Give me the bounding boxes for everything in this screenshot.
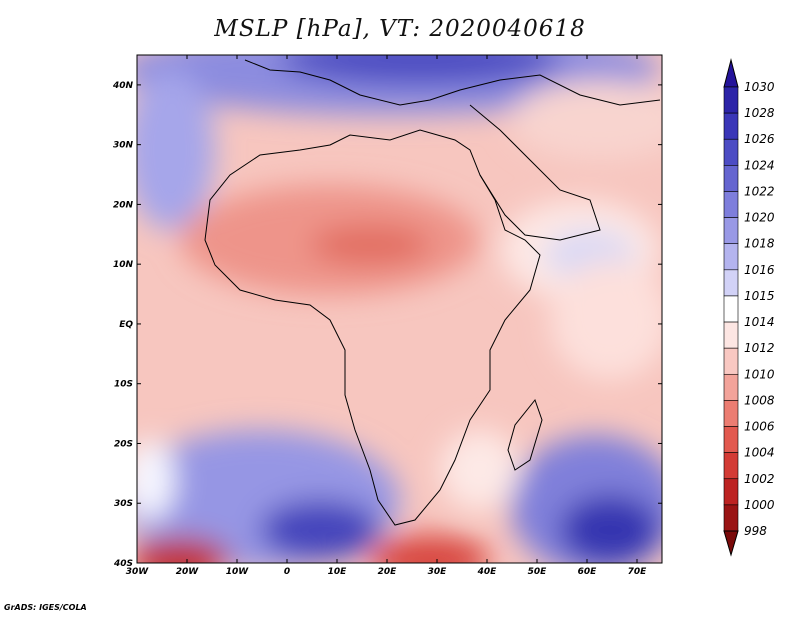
colorbar-label: 1015 bbox=[744, 289, 775, 303]
lat-tick-label: 40N bbox=[112, 81, 134, 91]
colorbar-swatch bbox=[723, 138, 739, 166]
africa-coastline bbox=[204, 129, 541, 526]
arabia-coastline bbox=[469, 104, 601, 241]
colorbar-label: 1012 bbox=[744, 341, 775, 355]
lon-tick-label: 40E bbox=[477, 567, 498, 577]
longitude-labels: 30W 20W 10W 0 10E 20E 30E 40E 50E 60E 70E bbox=[126, 567, 647, 577]
lat-tick-label: 40S bbox=[113, 559, 133, 569]
colorbar-label: 1006 bbox=[744, 420, 775, 434]
colorbar-label: 1020 bbox=[744, 211, 775, 225]
colorbar: 1030 1028 1026 1024 1022 1020 1018 1016 1015 1014… bbox=[723, 58, 775, 557]
lat-tick-label: 20N bbox=[113, 200, 134, 210]
colorbar-swatch bbox=[723, 373, 739, 401]
colorbar-label: 1000 bbox=[744, 498, 775, 512]
colorbar-swatch bbox=[723, 478, 739, 506]
grads-credit: GrADS: IGES/COLA bbox=[4, 603, 87, 612]
colorbar-label: 1010 bbox=[744, 367, 775, 381]
colorbar-label: 1024 bbox=[744, 158, 775, 172]
colorbar-swatch bbox=[723, 217, 739, 245]
lon-tick-label: 20W bbox=[176, 567, 200, 577]
colorbar-swatch bbox=[723, 86, 739, 114]
colorbar-label: 1026 bbox=[744, 132, 775, 146]
colorbar-swatch bbox=[723, 321, 739, 349]
madagascar-coastline bbox=[507, 398, 543, 471]
colorbar-swatch bbox=[723, 243, 739, 271]
colorbar-swatch bbox=[723, 112, 739, 140]
colorbar-label: 1018 bbox=[744, 237, 775, 251]
lon-tick-label: 60E bbox=[578, 567, 598, 577]
europe-coastline bbox=[244, 59, 661, 106]
colorbar-label: 1022 bbox=[744, 184, 775, 198]
chart-title: MSLP [hPa], VT: 2020040618 bbox=[214, 16, 586, 42]
latitude-labels: 40N 30N 20N 10N EQ 10S 20S 30S 40S bbox=[112, 81, 134, 569]
plot-frame bbox=[136, 54, 663, 564]
lon-tick-label: 20E bbox=[378, 567, 398, 577]
colorbar-swatch bbox=[723, 504, 739, 532]
lat-tick-label: 20S bbox=[114, 439, 133, 449]
colorbar-label: 1002 bbox=[744, 472, 775, 486]
colorbar-swatch bbox=[723, 165, 739, 192]
lat-tick-label: 10S bbox=[114, 380, 133, 390]
lon-tick-label: 0 bbox=[284, 567, 290, 577]
colorbar-swatch bbox=[723, 452, 739, 480]
colorbar-top-arrow bbox=[723, 58, 739, 88]
lat-tick-label: 10N bbox=[113, 260, 134, 270]
axis-ticks bbox=[136, 55, 662, 564]
colorbar-label: 1014 bbox=[744, 315, 775, 329]
colorbar-swatch bbox=[723, 347, 739, 375]
colorbar-swatch bbox=[723, 269, 739, 297]
colorbar-label: 1030 bbox=[744, 80, 775, 94]
lat-tick-label: 30S bbox=[114, 499, 133, 509]
lon-tick-label: 50E bbox=[528, 567, 548, 577]
lon-tick-label: 10E bbox=[328, 567, 348, 577]
colorbar-label: 1028 bbox=[744, 106, 775, 120]
lon-tick-label: 70E bbox=[628, 567, 648, 577]
colorbar-swatch bbox=[723, 400, 739, 427]
lon-tick-label: 30W bbox=[126, 567, 150, 577]
lon-tick-label: 10W bbox=[226, 567, 250, 577]
lat-tick-label: EQ bbox=[119, 320, 133, 330]
lat-tick-label: 30N bbox=[113, 141, 134, 151]
lon-tick-label: 30E bbox=[428, 567, 448, 577]
colorbar-swatch bbox=[723, 426, 739, 453]
colorbar-label: 998 bbox=[744, 524, 767, 538]
colorbar-label: 1004 bbox=[744, 446, 775, 460]
colorbar-swatch bbox=[723, 295, 739, 323]
colorbar-label: 1008 bbox=[744, 393, 775, 407]
colorbar-label: 1016 bbox=[744, 263, 775, 277]
colorbar-swatch bbox=[723, 191, 739, 218]
colorbar-bottom-arrow bbox=[723, 530, 739, 557]
pressure-field bbox=[137, 55, 662, 563]
